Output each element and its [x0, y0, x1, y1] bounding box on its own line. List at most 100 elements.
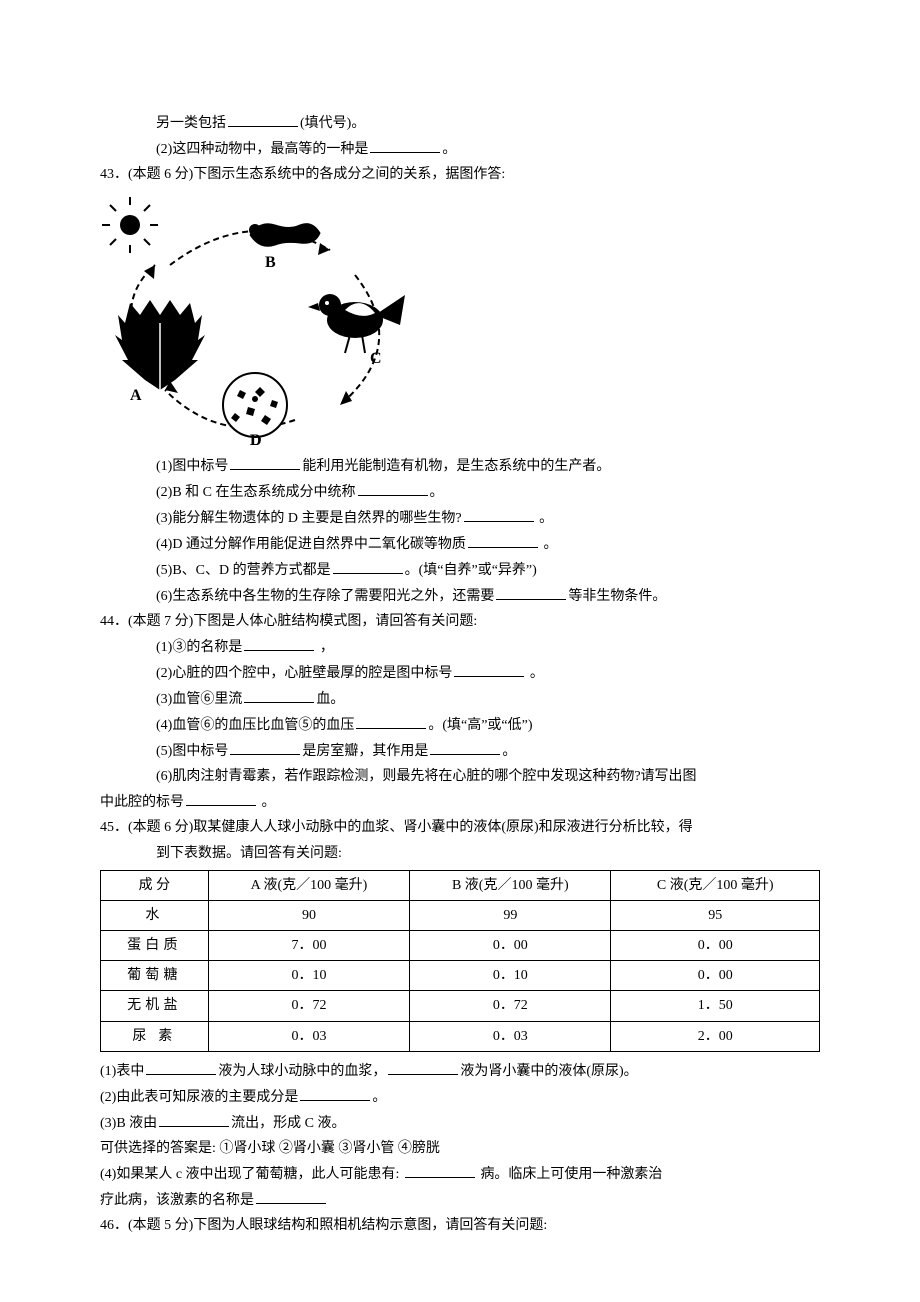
text: (4)血管⑥的血压比血管⑤的血压	[156, 718, 354, 733]
q43-5: (5)B、C、D 的营养方式都是 。(填“自养”或“异养”)	[100, 557, 820, 583]
text: 可供选择的答案是: ①肾小球 ②肾小囊 ③肾小管 ④膀胱	[100, 1141, 440, 1156]
text: 液为肾小囊中的液体(原尿)。	[460, 1064, 637, 1079]
text: 病。临床上可使用一种激素治	[477, 1167, 663, 1182]
blank	[388, 1058, 458, 1075]
text: (1)③的名称是	[156, 640, 242, 655]
table-cell: 0．00	[410, 931, 611, 961]
text: (2)这四种动物中，最高等的一种是	[156, 142, 368, 157]
caterpillar-icon	[249, 224, 320, 247]
q44-6a: (6)肌肉注射青霉素，若作跟踪检测，则最先将在心脏的哪个腔中发现这种药物?请写出…	[100, 764, 820, 789]
table-cell: 90	[208, 900, 409, 930]
text: (3)能分解生物遗体的 D 主要是自然界的哪些生物?	[156, 511, 462, 526]
blank	[228, 110, 298, 127]
text: 。	[258, 795, 276, 810]
blank	[370, 136, 440, 153]
text: (6)肌肉注射青霉素，若作跟踪检测，则最先将在心脏的哪个腔中发现这种药物?请写出…	[156, 769, 697, 784]
text: 。	[502, 744, 516, 759]
table-cell: 葡萄糖	[101, 961, 209, 991]
table-row: 蛋白质7．000．000．00	[101, 931, 820, 961]
table-cell: 0．00	[611, 931, 820, 961]
text: 疗此病，该激素的名称是	[100, 1193, 254, 1208]
line-prev-q42-1: 另一类包括(填代号)。	[100, 110, 820, 136]
blank	[468, 531, 538, 548]
q44-5: (5)图中标号是房室瓣，其作用是。	[100, 738, 820, 764]
bird-icon	[308, 294, 405, 353]
blank	[244, 634, 314, 651]
q46-stem: 46．(本题 5 分)下图为人眼球结构和照相机结构示意图，请回答有关问题:	[100, 1213, 820, 1238]
blank	[333, 557, 403, 574]
blank	[230, 453, 300, 470]
table-cell: 0．72	[410, 991, 611, 1021]
col-header: B 液(克／100 毫升)	[410, 870, 611, 900]
blank	[146, 1058, 216, 1075]
text: 到下表数据。请回答有关问题:	[156, 846, 342, 861]
blank	[256, 1187, 326, 1204]
table-cell: 99	[410, 900, 611, 930]
text: 等非生物条件。	[568, 589, 666, 604]
text: (1)图中标号	[156, 459, 228, 474]
q45-2: (2)由此表可知尿液的主要成分是。	[100, 1084, 820, 1110]
text: (3)B 液由	[100, 1116, 157, 1131]
text: ，	[316, 640, 334, 655]
q43-stem: 43．(本题 6 分)下图示生态系统中的各成分之间的关系，据图作答:	[100, 162, 820, 187]
q44-2: (2)心脏的四个腔中，心脏壁最厚的腔是图中标号 。	[100, 660, 820, 686]
q44-stem: 44．(本题 7 分)下图是人体心脏结构模式图，请回答有关问题:	[100, 609, 820, 634]
q44-3: (3)血管⑥里流血。	[100, 686, 820, 712]
q45-stem: 45．(本题 6 分)取某健康人人球小动脉中的血浆、肾小囊中的液体(原尿)和尿液…	[100, 815, 820, 840]
text: (2)由此表可知尿液的主要成分是	[100, 1090, 298, 1105]
blank	[430, 738, 500, 755]
col-header: C 液(克／100 毫升)	[611, 870, 820, 900]
table-cell: 蛋白质	[101, 931, 209, 961]
blank	[244, 686, 314, 703]
blank	[464, 505, 534, 522]
q45-3: (3)B 液由 流出，形成 C 液。	[100, 1110, 820, 1136]
blank	[186, 789, 256, 806]
text: (2)心脏的四个腔中，心脏壁最厚的腔是图中标号	[156, 666, 452, 681]
label-C: C	[370, 350, 382, 367]
text: (4)D 通过分解作用能促进自然界中二氧化碳等物质	[156, 537, 466, 552]
text: 能利用光能制造有机物，是生态系统中的生产者。	[302, 459, 610, 474]
text: (6)生态系统中各生物的生存除了需要阳光之外，还需要	[156, 589, 494, 604]
text: 流出，形成 C 液。	[231, 1116, 345, 1131]
text: 。(填“高”或“低”)	[428, 718, 532, 733]
q45-4b: 疗此病，该激素的名称是	[100, 1187, 820, 1213]
line-prev-q42-2: (2)这四种动物中，最高等的一种是 。	[100, 136, 820, 162]
text: 。	[526, 666, 544, 681]
col-header: 成 分	[101, 870, 209, 900]
label-D2: D	[250, 432, 262, 445]
text: 。	[442, 142, 456, 157]
table-cell: 0．10	[410, 961, 611, 991]
table-cell: 水	[101, 900, 209, 930]
table-cell: 7．00	[208, 931, 409, 961]
q43-4: (4)D 通过分解作用能促进自然界中二氧化碳等物质 。	[100, 531, 820, 557]
table-cell: 95	[611, 900, 820, 930]
blank	[300, 1084, 370, 1101]
table-cell: 2．00	[611, 1021, 820, 1051]
table-row: 葡萄糖0．100．100．00	[101, 961, 820, 991]
text: (1)表中	[100, 1064, 144, 1079]
q43-3: (3)能分解生物遗体的 D 主要是自然界的哪些生物? 。	[100, 505, 820, 531]
table-header-row: 成 分 A 液(克／100 毫升) B 液(克／100 毫升) C 液(克／10…	[101, 870, 820, 900]
text: 。	[536, 511, 554, 526]
blank	[454, 660, 524, 677]
text: (5)图中标号	[156, 744, 228, 759]
q44-6b: 中此腔的标号 。	[100, 789, 820, 815]
leaf-icon	[115, 300, 205, 390]
blank	[496, 583, 566, 600]
label-A: A	[130, 387, 142, 404]
label-B: B	[265, 254, 276, 271]
text: 46．(本题 5 分)下图为人眼球结构和照相机结构示意图，请回答有关问题:	[100, 1218, 547, 1233]
text: 。(填“自养”或“异养”)	[405, 563, 537, 578]
table-cell: 0．03	[410, 1021, 611, 1051]
text: (5)B、C、D 的营养方式都是	[156, 563, 331, 578]
text: (2)B 和 C 在生态系统成分中统称	[156, 485, 356, 500]
table-row: 无机盐0．720．721．50	[101, 991, 820, 1021]
blank	[358, 479, 428, 496]
text: 。	[430, 485, 444, 500]
text: 43．(本题 6 分)下图示生态系统中的各成分之间的关系，据图作答:	[100, 167, 505, 182]
text: (3)血管⑥里流	[156, 692, 242, 707]
q43-6: (6)生态系统中各生物的生存除了需要阳光之外，还需要 等非生物条件。	[100, 583, 820, 609]
blank	[356, 712, 426, 729]
table-row: 水909995	[101, 900, 820, 930]
table-row: 尿 素0．030．032．00	[101, 1021, 820, 1051]
